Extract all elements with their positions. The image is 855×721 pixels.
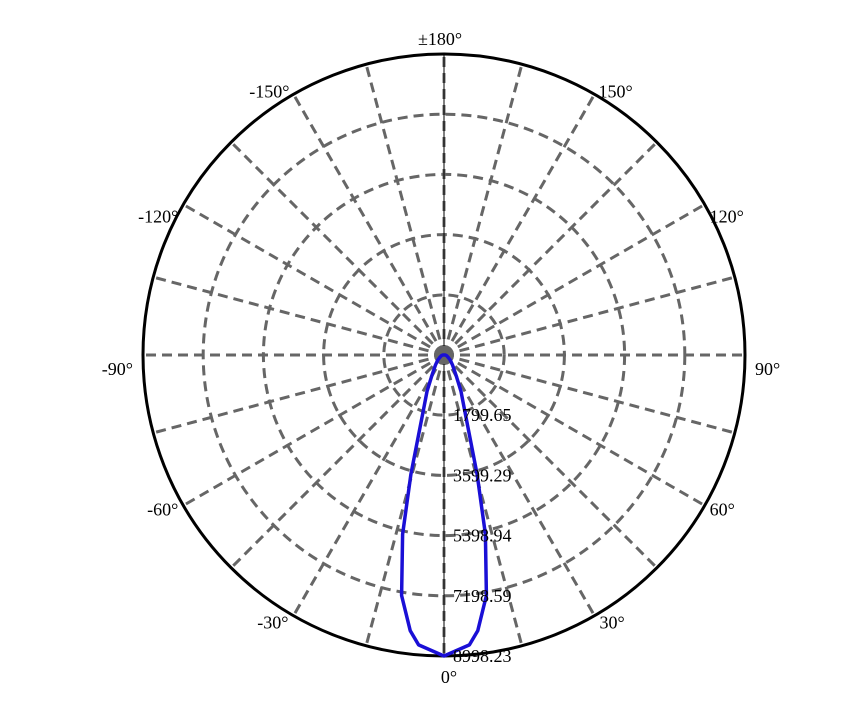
spoke-line <box>442 353 658 569</box>
angle-tick-label: -150° <box>249 81 289 101</box>
radial-tick-label: 1799.65 <box>453 405 512 425</box>
spoke-line <box>182 203 445 357</box>
spoke-line <box>152 275 445 357</box>
spoke-line <box>442 63 524 356</box>
spoke-line <box>443 203 706 357</box>
spoke-line <box>292 354 446 617</box>
spoke-line <box>442 93 596 356</box>
angle-tick-label: 90° <box>755 359 780 379</box>
spoke-line <box>443 353 736 435</box>
spoke-line <box>443 353 706 507</box>
radial-tick-label: 8998.23 <box>453 646 512 666</box>
angle-tick-label: ±180° <box>418 29 462 49</box>
spoke-line <box>230 141 446 357</box>
spoke-line <box>152 353 445 435</box>
angle-tick-label: -120° <box>138 207 178 227</box>
spoke-line <box>364 63 446 356</box>
radial-tick-label: 5398.94 <box>453 526 512 546</box>
spoke-line <box>364 354 446 647</box>
radial-ring <box>201 112 687 598</box>
radial-tick-label: 7198.59 <box>453 586 512 606</box>
spoke-line <box>442 354 524 647</box>
angle-tick-label: -60° <box>147 500 178 520</box>
angle-tick-label: -30° <box>257 613 288 633</box>
axis-labels: 0° 30° 60° 90° 120° 150° ±180° -150° -120° -90° -6… <box>102 29 780 687</box>
spoke-line <box>442 354 596 617</box>
spoke-line <box>292 93 446 356</box>
spoke-line <box>443 275 736 357</box>
angle-tick-label: 30° <box>600 613 625 633</box>
radial-ring <box>382 293 506 417</box>
angle-tick-label: 150° <box>599 81 633 101</box>
spoke-line <box>442 141 658 357</box>
intensity-curve-group <box>399 353 489 658</box>
spoke-line <box>230 353 446 569</box>
angle-tick-label: -90° <box>102 359 133 379</box>
polar-grid <box>141 52 747 658</box>
angle-tick-label: 0° <box>441 667 457 687</box>
intensity-curve <box>399 353 489 658</box>
angle-tick-label: 60° <box>710 500 735 520</box>
angle-tick-label: 120° <box>710 207 744 227</box>
radial-tick-label: 3599.29 <box>453 465 512 485</box>
spoke-line <box>182 353 445 507</box>
